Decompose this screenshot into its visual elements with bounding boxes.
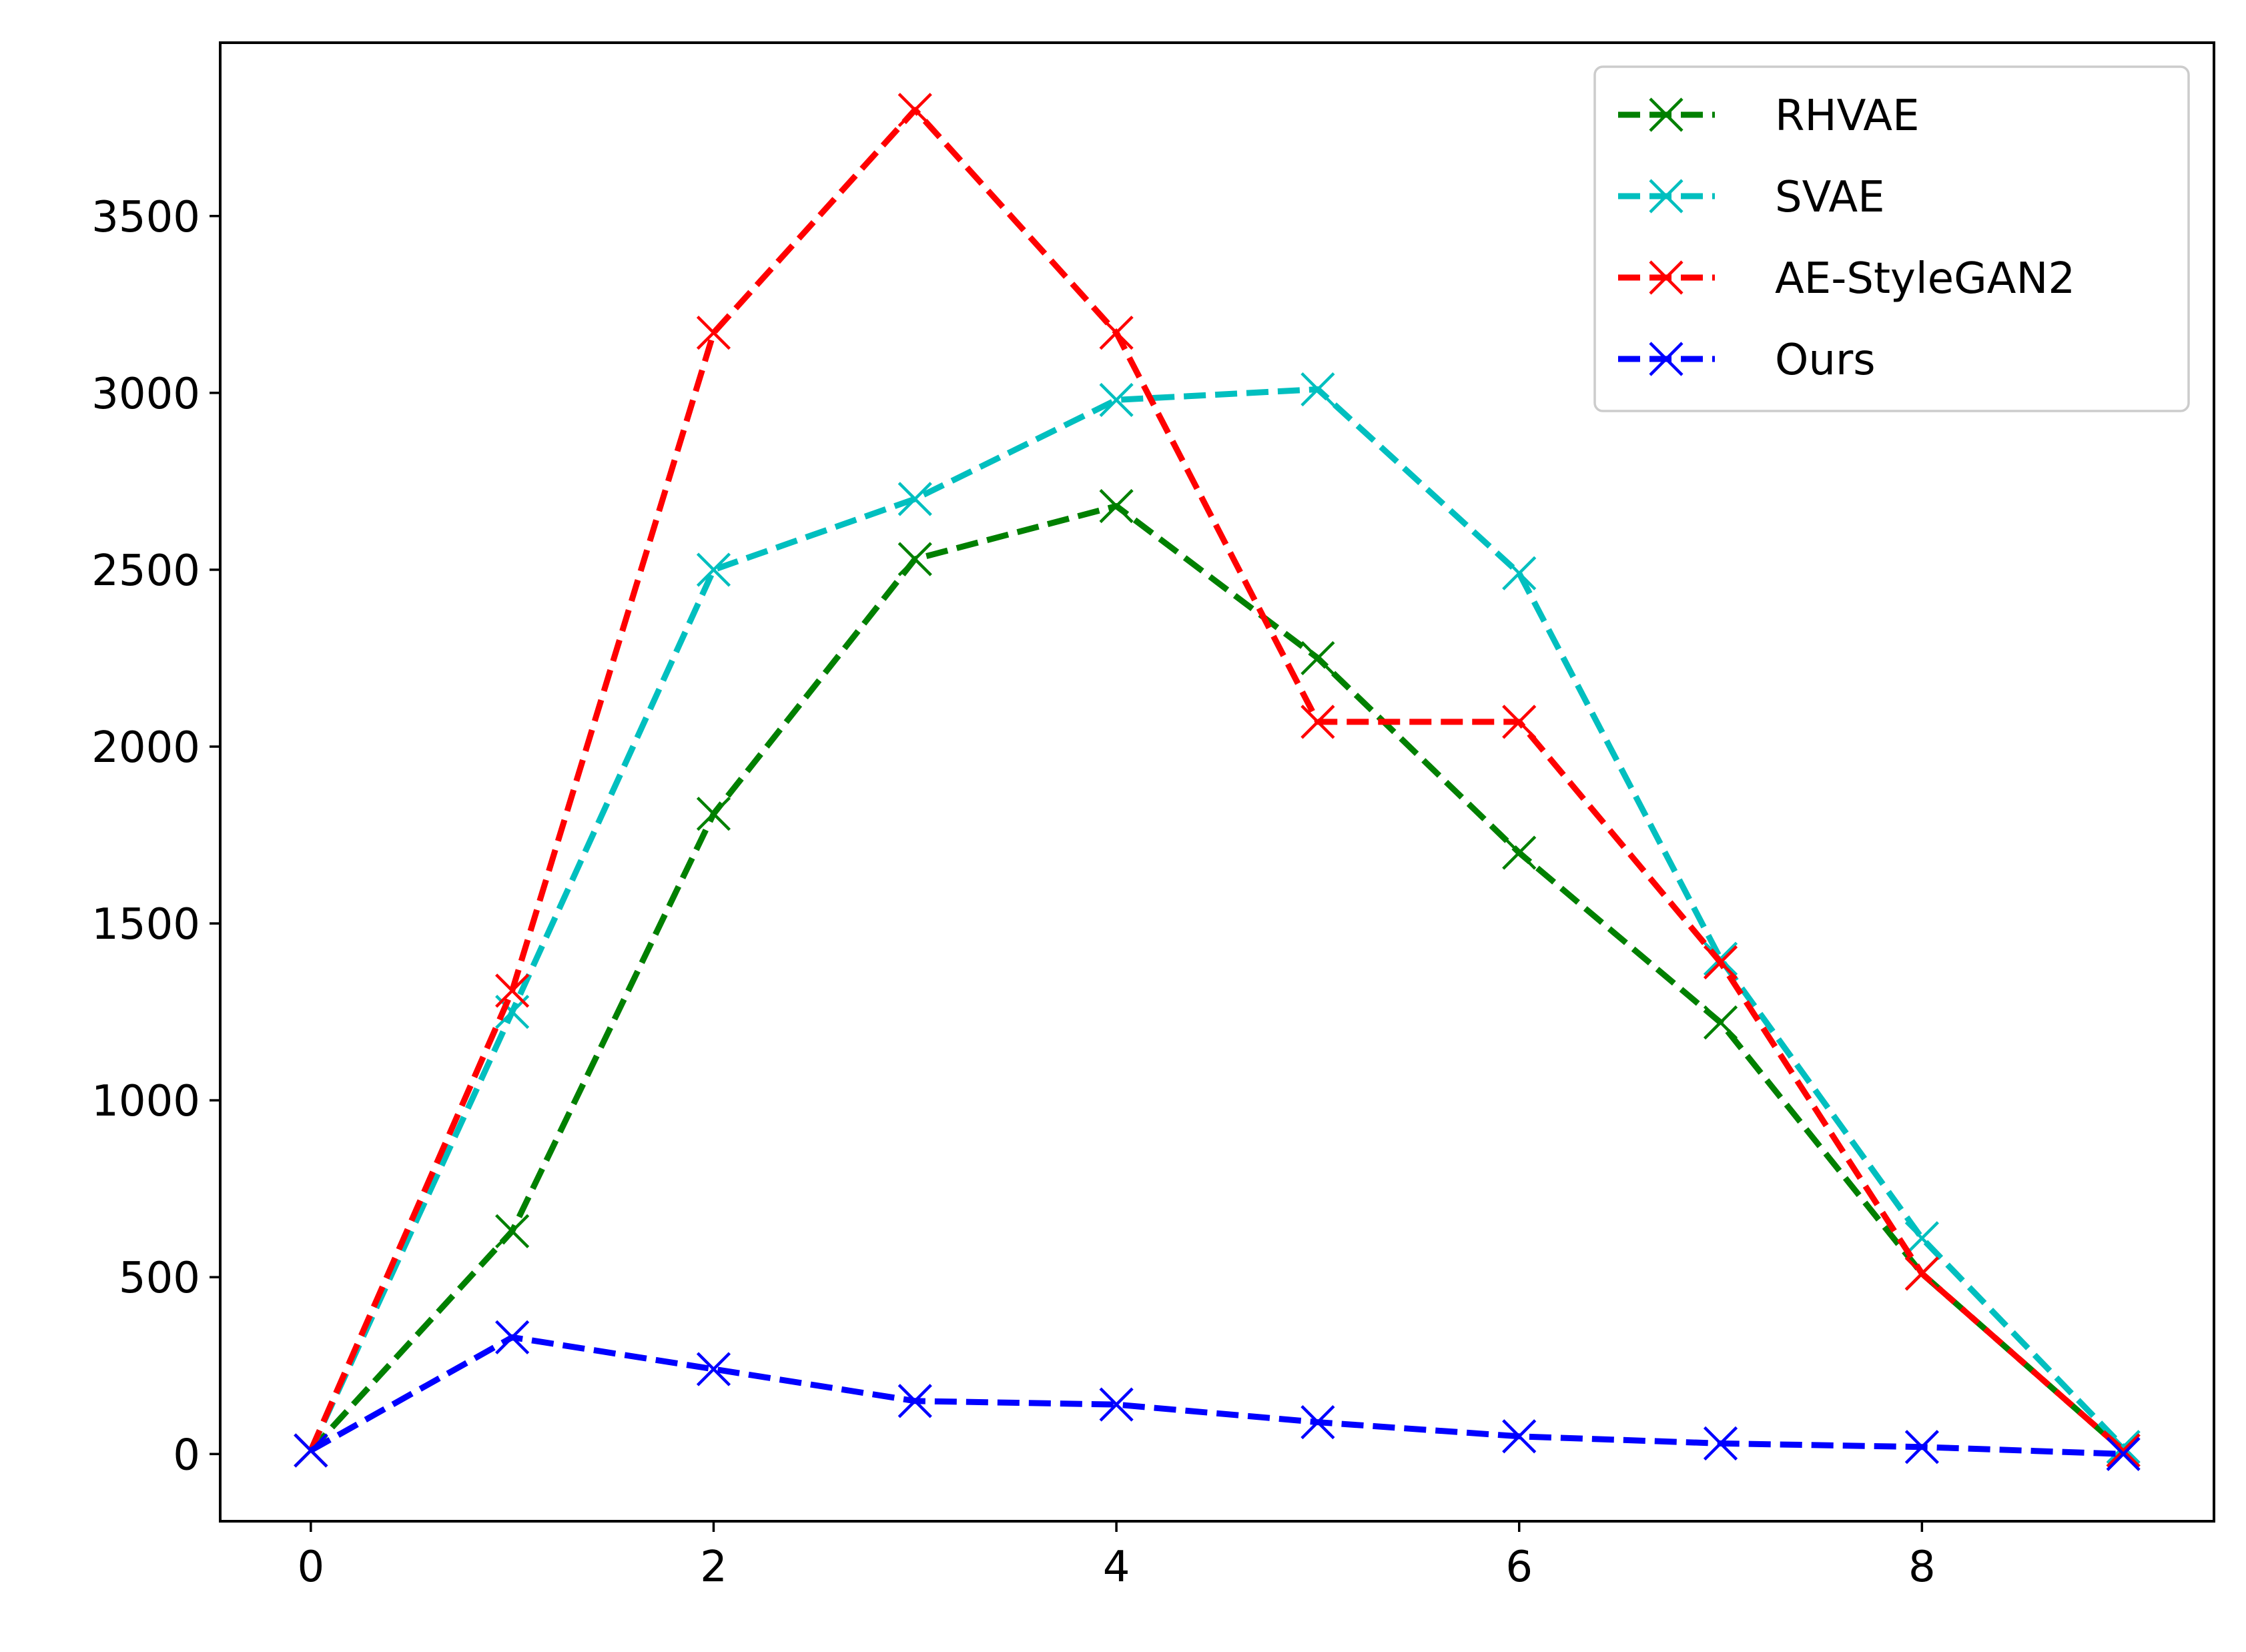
legend-item-svae: SVAE [1618, 173, 1885, 222]
y-tick-label-0: 0 [173, 1430, 200, 1480]
data-point-ae-stylegan2-9 [2106, 1433, 2141, 1468]
data-point-ours-6 [1502, 1419, 1537, 1454]
data-point-ours-2 [696, 1352, 731, 1386]
series-ours [294, 1320, 2141, 1471]
legend: RHVAE SVAE AE-StyleGAN2 Ours [1593, 65, 2190, 412]
data-point-svae-4 [1099, 382, 1134, 418]
plot-frame [219, 41, 2215, 1523]
data-point-ae-stylegan2-8 [1904, 1256, 1939, 1291]
data-point-rhvae-5 [1300, 641, 1335, 676]
data-point-svae-9 [2106, 1430, 2141, 1465]
series-layer [294, 93, 2141, 1471]
series-line-svae [308, 386, 2126, 1452]
x-tick-label-2: 2 [700, 1543, 727, 1592]
data-point-rhvae-7 [1703, 1005, 1738, 1040]
data-point-rhvae-3 [897, 542, 932, 576]
data-point-ae-stylegan2-1 [495, 973, 530, 1008]
x-tick-label-6: 6 [1505, 1543, 1533, 1592]
data-point-ours-8 [1904, 1430, 1939, 1465]
data-point-ae-stylegan2-3 [897, 93, 932, 127]
legend-marker-ae-stylegan2 [1649, 260, 1683, 295]
data-point-rhvae-4 [1099, 488, 1134, 524]
data-point-svae-8 [1904, 1221, 1939, 1256]
legend-marker-svae [1649, 179, 1683, 214]
data-point-ours-1 [495, 1320, 530, 1354]
legend-label-svae: SVAE [1775, 173, 1885, 222]
data-point-rhvae-1 [495, 1214, 530, 1248]
legend-marker-rhvae [1649, 97, 1683, 132]
data-point-ae-stylegan2-2 [696, 316, 731, 350]
legend-item-ae-stylegan2: AE-StyleGAN2 [1618, 254, 2075, 304]
data-point-ours-0 [294, 1433, 328, 1468]
legend-item-ours: Ours [1618, 336, 1876, 385]
y-tick-label-3500: 3500 [91, 193, 200, 242]
legend-label-ours: Ours [1775, 336, 1876, 385]
data-point-svae-5 [1300, 372, 1335, 407]
data-point-svae-6 [1502, 556, 1537, 590]
data-point-svae-2 [696, 552, 731, 587]
legend-label-rhvae: RHVAE [1775, 91, 1920, 141]
x-tick-label-8: 8 [1908, 1543, 1936, 1592]
series-line-ae-stylegan2 [308, 107, 2126, 1453]
y-tick-label-1000: 1000 [91, 1077, 200, 1126]
data-point-ours-7 [1703, 1426, 1738, 1461]
data-point-ae-stylegan2-5 [1300, 705, 1335, 739]
data-point-rhvae-2 [696, 797, 731, 831]
data-point-ours-3 [897, 1384, 932, 1418]
x-tick-label-0: 0 [297, 1543, 324, 1592]
legend-label-ae-stylegan2: AE-StyleGAN2 [1775, 254, 2075, 304]
x-axis: 0 2 4 6 8 [297, 1521, 1936, 1592]
legend-marker-ours [1649, 342, 1683, 376]
series-line-ours [309, 1334, 2124, 1457]
y-tick-label-3000: 3000 [91, 370, 200, 419]
x-tick-label-4: 4 [1103, 1543, 1130, 1592]
series-line-rhvae [308, 503, 2126, 1453]
legend-box [1593, 65, 2190, 412]
data-point-rhvae-6 [1502, 835, 1537, 870]
y-tick-label-2000: 2000 [91, 723, 200, 773]
data-point-ae-stylegan2-6 [1502, 705, 1537, 739]
data-point-ours-5 [1300, 1404, 1335, 1440]
y-tick-label-2500: 2500 [91, 546, 200, 596]
data-point-svae-3 [897, 482, 932, 516]
y-tick-label-1500: 1500 [91, 900, 200, 949]
data-point-ae-stylegan2-4 [1099, 316, 1134, 350]
legend-item-rhvae: RHVAE [1618, 91, 1920, 141]
y-tick-label-500: 500 [119, 1254, 200, 1303]
y-axis: 0 500 1000 1500 2000 2500 3000 3500 [91, 193, 220, 1480]
data-point-ours-4 [1099, 1387, 1134, 1422]
data-point-ae-stylegan2-7 [1703, 945, 1738, 979]
data-point-ours-9 [2106, 1436, 2141, 1471]
